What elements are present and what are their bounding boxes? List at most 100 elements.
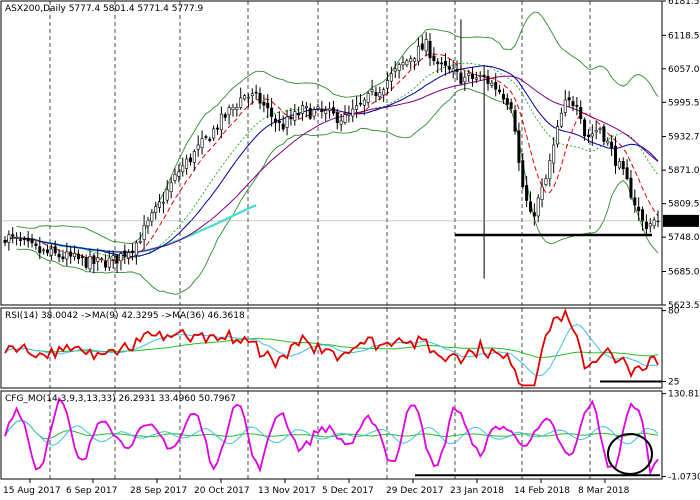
candle-body [7, 234, 11, 243]
candle-body [389, 73, 393, 82]
x-axis-label: 29 Dec 2017 [386, 486, 444, 496]
candle-body [270, 107, 274, 117]
x-axis-label: 5 Dec 2017 [322, 486, 374, 496]
candle-body [575, 105, 579, 107]
candle-body [532, 212, 536, 217]
candle-body [138, 241, 142, 243]
candle-body [455, 68, 459, 72]
candle-body [478, 75, 482, 77]
candle-body [335, 112, 339, 124]
candle-body [416, 45, 420, 62]
candle-body [46, 249, 50, 254]
price-tick-label: 5685.0 [668, 267, 700, 277]
candle-body [250, 93, 254, 96]
candle-body [471, 73, 475, 79]
candle-body [246, 96, 250, 99]
x-axis-label: 28 Sep 2017 [130, 486, 187, 496]
candle-body [297, 113, 301, 116]
candle-body [358, 102, 362, 105]
candle-body [366, 93, 370, 103]
price-tick-label: 5748.0 [668, 233, 700, 243]
candle-body [513, 109, 517, 132]
candle-body [409, 58, 413, 62]
candle-body [76, 253, 80, 260]
candle-body [161, 201, 165, 204]
candle-body [258, 92, 262, 104]
candle-body [142, 225, 146, 240]
candle-body [447, 66, 451, 70]
candle-body [131, 250, 135, 253]
candle-body [200, 138, 204, 148]
price-tag-box [663, 214, 699, 227]
long-ma-line [4, 204, 257, 254]
candle-body [362, 99, 366, 106]
candle-body [84, 257, 88, 268]
candle-body [92, 255, 96, 264]
candle-body [262, 101, 266, 106]
candle-body [331, 107, 335, 114]
candle-body [525, 185, 529, 201]
candle-body [633, 197, 637, 206]
candle-body [467, 73, 471, 76]
price-tick-label: 5932.7 [668, 133, 700, 143]
candle-body [494, 82, 498, 90]
rsi-panel [0, 307, 663, 389]
candle-body [227, 107, 231, 116]
candle-body [169, 182, 173, 193]
candle-body [239, 97, 243, 108]
rsi-ma9-line [4, 323, 659, 377]
candle-body [571, 101, 575, 107]
candle-body [115, 255, 119, 264]
cfg-panel-title: CFG_MO(14,3,9,3,13,33) 26.2931 33.4960 5… [5, 394, 236, 404]
candle-body [146, 220, 150, 227]
candle-body [216, 127, 220, 130]
candle-body [293, 111, 297, 121]
candle-body [119, 253, 123, 262]
mid-ma-line [4, 65, 659, 258]
candle-body [528, 201, 532, 212]
x-axis-label: 14 Feb 2018 [514, 486, 570, 496]
candle-body [38, 246, 42, 253]
candle-body [219, 113, 223, 131]
price-tick-label: 5623.5 [668, 301, 700, 311]
candle-body [490, 82, 494, 86]
candle-body [517, 130, 521, 163]
price-tick-label: 5871.0 [668, 166, 700, 176]
candle-body [243, 95, 247, 100]
candle-body [482, 74, 486, 78]
candle-body [328, 108, 332, 111]
candle-body [134, 242, 138, 256]
candle-body [370, 89, 374, 92]
candle-body [96, 257, 100, 262]
candle-body [34, 243, 38, 246]
candle-body [621, 161, 625, 170]
price-tick-label: 5809.5 [668, 200, 700, 210]
candle-body [107, 257, 111, 268]
candle-body [61, 256, 65, 259]
cfg-mo-panel [0, 390, 663, 480]
candle-body [208, 138, 212, 141]
x-axis-label: 6 Sep 2017 [66, 486, 117, 496]
x-axis-label: 15 Aug 2017 [3, 486, 61, 496]
candle-body [382, 89, 386, 96]
candle-body [3, 240, 7, 243]
slow-ma-line [4, 75, 659, 253]
candle-body [185, 158, 189, 169]
candle-body [641, 209, 645, 222]
candle-body [285, 116, 289, 128]
candle-body [397, 64, 401, 71]
bollinger-middle-line [16, 62, 659, 259]
candle-body [413, 58, 417, 62]
candle-body [598, 128, 602, 131]
candle-body [583, 119, 587, 137]
candle-body [22, 238, 26, 241]
candle-body [648, 223, 652, 227]
rsi-tick-label: 25 [668, 378, 679, 388]
candle-body [223, 114, 227, 118]
candle-body [563, 99, 567, 113]
candle-body [613, 145, 617, 166]
candle-body [501, 93, 505, 100]
candle-body [405, 60, 409, 66]
